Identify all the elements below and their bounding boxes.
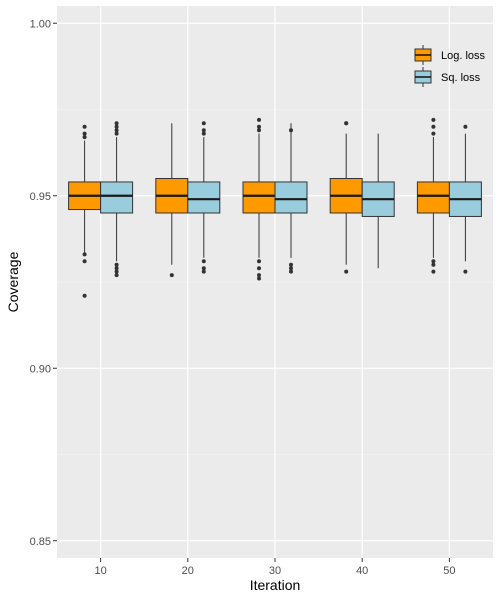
box-iqr [416,181,450,214]
box-iqr [242,181,276,214]
box-log-loss50 [416,117,450,274]
box-sq-loss40 [361,133,395,269]
y-axis-title: Coverage [5,251,21,312]
outlier-point [344,121,349,126]
box-iqr [187,181,221,214]
outlier-point [82,135,87,140]
x-tick-label: 50 [443,565,455,577]
x-tick-label: 30 [269,565,281,577]
y-tick-label: 0.95 [30,191,51,203]
x-tick-label: 10 [94,565,106,577]
legend: Log. loss Sq. loss [414,45,486,87]
major-gridlines [57,6,493,558]
box-log-loss40 [329,121,363,274]
outlier-point [201,269,206,274]
outlier-point [431,259,436,264]
legend-item: Sq. loss [414,67,481,87]
outlier-point [289,262,293,267]
outlier-point [431,124,436,129]
x-axis-title: Iteration [250,577,301,593]
outlier-point [344,269,349,274]
box-layer [68,117,482,298]
outlier-point [463,124,468,129]
outlier-point [257,124,261,129]
legend-label: Sq. loss [441,72,481,84]
outlier-point [201,131,206,136]
outlier-point [114,131,119,136]
outlier-point [82,252,87,257]
outlier-point [257,276,261,281]
outlier-point [257,273,261,278]
x-axis: 10 20 30 40 50 [94,558,456,577]
outlier-point [289,128,293,133]
outlier-point [289,266,293,271]
outlier-point [201,266,206,271]
outlier-point [169,273,174,278]
x-tick-label: 20 [182,565,194,577]
outlier-point [431,262,436,267]
box-sq-loss30 [274,123,308,274]
box-iqr [100,181,134,214]
outlier-point [257,259,261,264]
y-tick-label: 0.90 [30,363,51,375]
outlier-point [114,262,119,267]
outlier-point [431,269,436,274]
outlier-point [257,266,261,271]
legend-label: Log. loss [441,50,486,62]
outlier-point [431,131,436,136]
legend-item: Log. loss [414,45,486,65]
outlier-point [114,273,119,278]
box-sq-loss10 [100,121,134,278]
outlier-point [114,266,119,271]
outlier-point [114,124,119,129]
outlier-point [201,128,206,133]
outlier-point [114,269,119,274]
outlier-point [431,117,436,122]
box-sq-loss50 [448,124,482,274]
y-tick-label: 0.85 [30,536,51,548]
outlier-point [82,293,87,298]
y-tick-label: 1.00 [30,18,51,30]
outlier-point [257,128,261,133]
box-sq-loss20 [187,121,221,274]
outlier-point [82,131,87,136]
box-iqr [274,181,308,214]
outlier-point [463,269,468,274]
y-axis: 0.85 0.90 0.95 1.00 [30,18,57,548]
outlier-point [82,259,87,264]
outlier-point [257,117,261,122]
outlier-point [114,128,119,133]
box-log-loss10 [68,124,102,298]
outlier-point [114,121,119,126]
outlier-point [201,121,206,126]
x-tick-label: 40 [356,565,368,577]
outlier-point [289,269,293,274]
outlier-point [82,124,87,129]
outlier-point [201,259,206,264]
